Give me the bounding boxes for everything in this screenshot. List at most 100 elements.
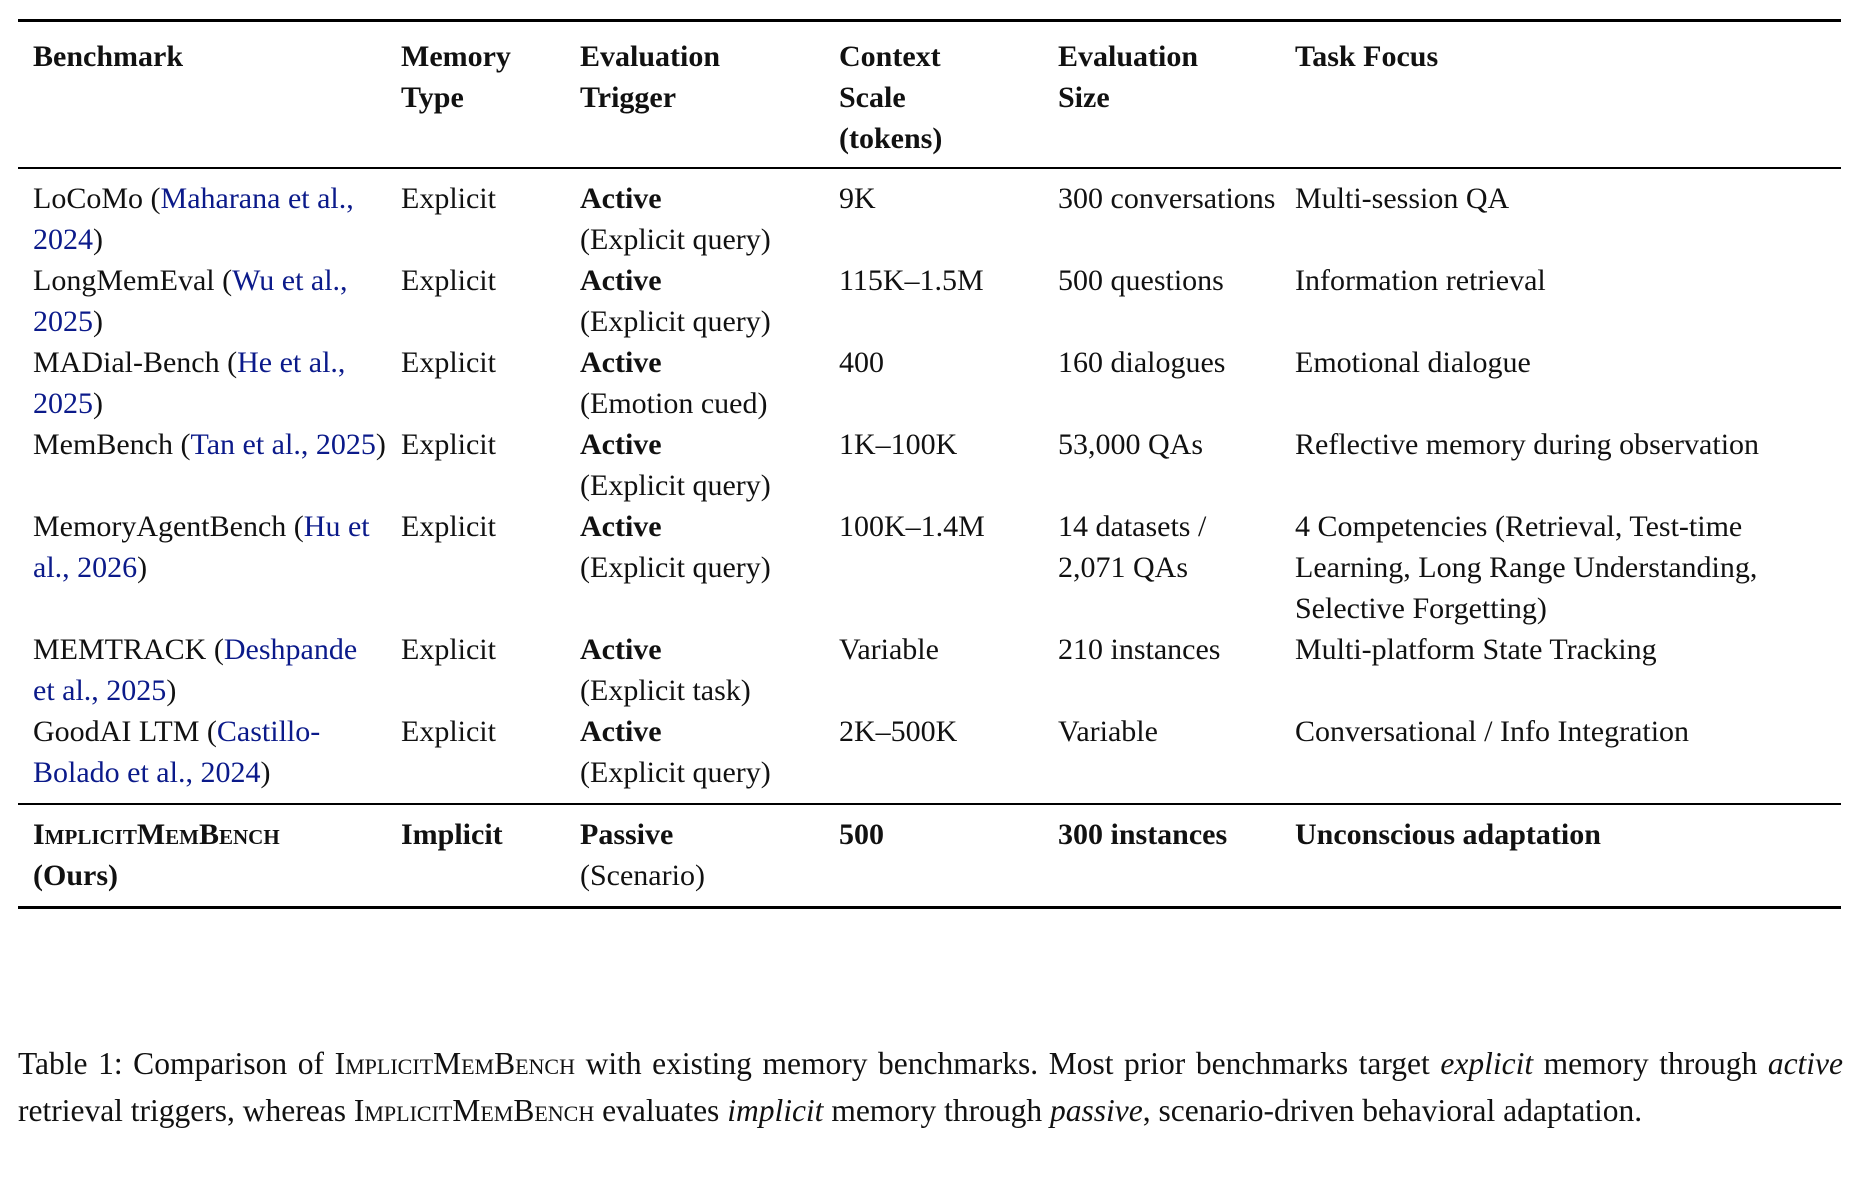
trigger-type: Active	[580, 510, 662, 543]
caption-text: Comparison of	[122, 1046, 335, 1081]
citation-link[interactable]: Maharana et al., 2024	[33, 182, 354, 256]
cell-task-focus: Unconscious adaptation	[1295, 818, 1601, 851]
trigger-type: Active	[580, 428, 662, 461]
cell-memory-type: Explicit	[401, 633, 496, 666]
cell-memory-type: Explicit	[401, 428, 496, 461]
table-caption: Table 1: Comparison of ImplicitMemBench …	[18, 1040, 1843, 1134]
caption-benchmark-name: ImplicitMemBench	[353, 1093, 595, 1128]
trigger-detail: (Explicit task)	[580, 674, 751, 707]
benchmark-name: MADial-Bench	[33, 346, 220, 379]
cell-task-focus: Emotional dialogue	[1295, 346, 1531, 379]
caption-emphasis: passive	[1050, 1093, 1143, 1128]
citation-link[interactable]: Tan et al., 2025	[190, 428, 376, 461]
citation-wrapper: Tan et al., 2025	[180, 428, 385, 461]
cell-task-focus: Multi-session QA	[1295, 182, 1510, 215]
cell-trigger: Active (Explicit query)	[565, 424, 824, 506]
cell-benchmark: MEMTRACK Deshpande et al., 2025	[18, 629, 386, 711]
caption-emphasis: explicit	[1440, 1046, 1534, 1081]
cell-eval-size: 160 dialogues	[1058, 346, 1226, 379]
cell-trigger: Active (Emotion cued)	[565, 342, 824, 424]
cell-trigger: Active (Explicit query)	[565, 506, 824, 629]
cell-task-focus: Reflective memory during observation	[1295, 428, 1760, 461]
cell-context-scale: 1K–100K	[839, 428, 958, 461]
cell-context-scale: Variable	[839, 633, 939, 666]
cell-trigger: Active (Explicit query)	[565, 168, 824, 260]
header-benchmark: Benchmark	[33, 40, 183, 73]
trigger-type: Active	[580, 264, 662, 297]
table-row-ours: ImplicitMemBench (Ours) Implicit Passive (…	[18, 804, 1841, 908]
trigger-detail: (Explicit query)	[580, 551, 771, 584]
benchmark-name: GoodAI LTM	[33, 715, 200, 748]
cell-benchmark: LongMemEval Wu et al., 2025	[18, 260, 386, 342]
caption-text: memory through	[823, 1093, 1051, 1128]
table-row: LoCoMo Maharana et al., 2024 Explicit Acti…	[18, 168, 1841, 260]
caption-text: with existing memory benchmarks. Most pr…	[575, 1046, 1441, 1081]
cell-context-scale: 500	[839, 818, 884, 851]
cell-context-scale: 2K–500K	[839, 715, 958, 748]
table-row: MADial-Bench He et al., 2025 Explicit Acti…	[18, 342, 1841, 424]
trigger-detail: (Scenario)	[580, 859, 705, 892]
cell-eval-size: 53,000 QAs	[1058, 428, 1204, 461]
cell-memory-type: Explicit	[401, 182, 496, 215]
cell-context-scale: 100K–1.4M	[839, 510, 985, 543]
cell-benchmark: MemBench Tan et al., 2025	[18, 424, 386, 506]
cell-trigger: Active (Explicit task)	[565, 629, 824, 711]
trigger-detail: (Explicit query)	[580, 756, 771, 789]
benchmark-comparison-table: Benchmark Memory Type Evaluation Trigger…	[18, 19, 1841, 909]
header-memory-type: Memory Type	[401, 40, 511, 114]
cell-eval-size: 300 instances	[1058, 818, 1228, 851]
benchmark-name: LongMemEval	[33, 264, 215, 297]
header-task-focus: Task Focus	[1295, 40, 1439, 73]
cell-eval-size: 300 conversations	[1058, 182, 1276, 215]
cell-eval-size: 14 datasets / 2,071 QAs	[1058, 510, 1207, 584]
cell-benchmark: GoodAI LTM Castillo-Bolado et al., 2024	[18, 711, 386, 804]
cell-benchmark: LoCoMo Maharana et al., 2024	[18, 168, 386, 260]
header-evaluation-size: Evaluation Size	[1058, 40, 1199, 114]
cell-context-scale: 400	[839, 346, 884, 379]
prior-benchmarks: LoCoMo Maharana et al., 2024 Explicit Acti…	[18, 168, 1841, 804]
benchmark-name: LoCoMo	[33, 182, 144, 215]
cell-benchmark: ImplicitMemBench (Ours)	[18, 804, 386, 908]
citation-link[interactable]: Hu et al., 2026	[33, 510, 370, 584]
header-context-scale: Context Scale (tokens)	[839, 40, 943, 155]
caption-text: retrieval triggers, whereas	[18, 1093, 354, 1128]
cell-task-focus: Conversational / Info Integration	[1295, 715, 1690, 748]
ours-suffix: (Ours)	[33, 859, 118, 892]
cell-memory-type: Explicit	[401, 510, 496, 543]
table-row: MEMTRACK Deshpande et al., 2025 Explicit A…	[18, 629, 1841, 711]
caption-text: evaluates	[594, 1093, 728, 1128]
cell-memory-type: Implicit	[401, 818, 503, 851]
cell-task-focus: 4 Competencies (Retrieval, Test-time Lea…	[1295, 510, 1758, 625]
caption-emphasis: implicit	[727, 1093, 824, 1128]
cell-trigger: Passive (Scenario)	[565, 804, 824, 908]
caption-text: , scenario-driven behavioral adaptation.	[1142, 1093, 1643, 1128]
trigger-detail: (Emotion cued)	[580, 387, 768, 420]
cell-task-focus: Multi-platform State Tracking	[1295, 633, 1657, 666]
caption-label: Table 1:	[18, 1046, 123, 1081]
trigger-type: Passive	[580, 818, 674, 851]
trigger-type: Active	[580, 633, 662, 666]
trigger-detail: (Explicit query)	[580, 469, 771, 502]
table-row: MemoryAgentBench Hu et al., 2026 Explicit…	[18, 506, 1841, 629]
trigger-detail: (Explicit query)	[580, 223, 771, 256]
header-evaluation-trigger: Evaluation Trigger	[580, 40, 721, 114]
cell-memory-type: Explicit	[401, 264, 496, 297]
citation-link[interactable]: Wu et al., 2025	[33, 264, 348, 338]
cell-context-scale: 115K–1.5M	[839, 264, 984, 297]
cell-benchmark: MemoryAgentBench Hu et al., 2026	[18, 506, 386, 629]
cell-task-focus: Information retrieval	[1295, 264, 1546, 297]
citation-link[interactable]: Castillo-Bolado et al., 2024	[33, 715, 321, 789]
cell-trigger: Active (Explicit query)	[565, 711, 824, 804]
header-row: Benchmark Memory Type Evaluation Trigger…	[18, 20, 1841, 168]
caption-benchmark-name: ImplicitMemBench	[334, 1046, 575, 1081]
benchmark-name: MemBench	[33, 428, 173, 461]
benchmark-name: ImplicitMemBench	[33, 818, 280, 851]
citation-link[interactable]: Deshpande et al., 2025	[33, 633, 358, 707]
cell-benchmark: MADial-Bench He et al., 2025	[18, 342, 386, 424]
cell-eval-size: 500 questions	[1058, 264, 1224, 297]
table-row: LongMemEval Wu et al., 2025 Explicit Activ…	[18, 260, 1841, 342]
caption-text: memory through	[1533, 1046, 1768, 1081]
citation-link[interactable]: He et al., 2025	[33, 346, 346, 420]
caption-emphasis: active	[1767, 1046, 1844, 1081]
trigger-type: Active	[580, 346, 662, 379]
